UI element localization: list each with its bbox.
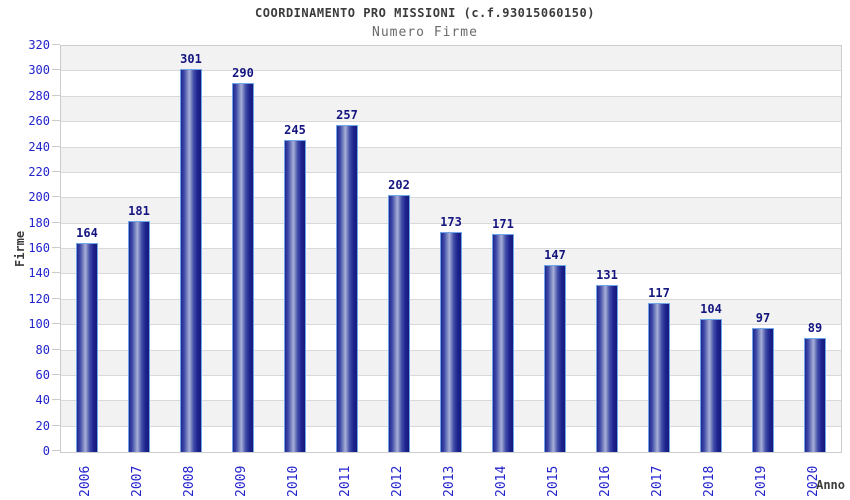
y-tick-mark xyxy=(52,373,60,375)
bar-value-label: 131 xyxy=(596,267,618,282)
y-tick-mark xyxy=(52,297,60,299)
y-tick-mark xyxy=(52,196,60,198)
bar-value-label: 104 xyxy=(700,302,722,317)
y-tick-mark xyxy=(52,399,60,401)
y-tick-label: 240 xyxy=(28,139,50,154)
y-tick-mark xyxy=(52,94,60,96)
y-tick-label: 180 xyxy=(28,215,50,230)
y-tick-mark xyxy=(52,120,60,122)
y-axis-tick-marks xyxy=(52,44,60,451)
y-tick-mark xyxy=(52,247,60,248)
bar-2007 xyxy=(128,221,150,452)
bar-value-label: 164 xyxy=(76,225,98,240)
chart-title: COORDINAMENTO PRO MISSIONI (c.f.93015060… xyxy=(255,6,595,20)
y-tick-mark xyxy=(52,221,60,223)
x-tick-label: 2018 xyxy=(702,465,717,497)
y-axis-ticks: 0 20 40 60 80 100 120 140 160 180 200 220 240 260 280 3… xyxy=(0,38,50,458)
bar-2016 xyxy=(596,284,618,452)
y-tick-label: 0 xyxy=(42,444,50,458)
bar-2008 xyxy=(180,69,202,452)
grid-band xyxy=(61,46,841,72)
grid-band xyxy=(61,172,841,199)
grid-line xyxy=(61,70,841,72)
bar-value-label: 257 xyxy=(336,107,358,122)
x-tick-label: 2017 xyxy=(650,465,665,497)
y-tick-label: 140 xyxy=(28,266,50,281)
y-tick-label: 260 xyxy=(28,114,50,129)
y-tick-label: 220 xyxy=(28,164,50,179)
x-axis-labels: 2006 2007 2008 2009 2010 2011 2012 2013 2014 2015… xyxy=(60,459,842,499)
x-tick-label: 2019 xyxy=(754,465,769,497)
bar-2011 xyxy=(336,124,358,452)
bar-value-label: 301 xyxy=(180,52,202,67)
y-tick-label: 280 xyxy=(28,88,50,103)
x-tick-label: 2008 xyxy=(182,465,197,497)
bar-value-label: 97 xyxy=(755,310,771,325)
x-tick-label: 2015 xyxy=(546,465,561,497)
y-tick-mark xyxy=(52,170,60,172)
y-tick-mark xyxy=(52,323,60,325)
grid-line xyxy=(61,197,841,199)
bar-2015 xyxy=(544,264,566,452)
bar-value-label: 89 xyxy=(807,321,823,336)
bar-2014 xyxy=(492,234,514,452)
bar-value-label: 117 xyxy=(648,285,670,300)
y-tick-mark xyxy=(52,69,60,71)
x-tick-label: 2010 xyxy=(286,465,301,497)
grid-line xyxy=(61,171,841,173)
bar-2017 xyxy=(648,302,670,452)
bar-value-label: 171 xyxy=(492,217,514,232)
y-tick-mark xyxy=(52,145,60,147)
bar-2018 xyxy=(700,319,722,452)
bar-2020 xyxy=(804,338,826,452)
bar-value-label: 245 xyxy=(284,123,306,138)
x-tick-label: 2006 xyxy=(78,465,93,497)
y-tick-label: 100 xyxy=(28,317,50,332)
bar-2006 xyxy=(76,242,98,452)
y-tick-mark xyxy=(52,348,60,350)
y-tick-label: 120 xyxy=(28,291,50,306)
y-tick-label: 40 xyxy=(35,393,50,408)
bar-value-label: 147 xyxy=(544,247,566,262)
bar-value-label: 173 xyxy=(440,214,462,229)
grid-band xyxy=(61,122,841,148)
grid-band xyxy=(61,96,841,123)
bar-2019 xyxy=(752,327,774,452)
x-tick-label: 2013 xyxy=(442,465,457,497)
grid-line xyxy=(61,222,841,224)
x-axis-title: Anno xyxy=(816,478,845,492)
y-tick-mark xyxy=(52,44,60,45)
y-tick-label: 160 xyxy=(28,241,50,255)
grid-band xyxy=(61,71,841,97)
y-tick-label: 80 xyxy=(35,342,50,357)
y-tick-label: 60 xyxy=(35,367,50,382)
y-tick-mark xyxy=(52,450,60,451)
y-tick-label: 20 xyxy=(35,418,50,433)
x-tick-label: 2009 xyxy=(234,465,249,497)
plot-area: 164 181 301 290 245 257 202 173 171 147 131 117 104 9… xyxy=(60,45,842,453)
x-tick-label: 2012 xyxy=(390,465,405,497)
y-tick-mark xyxy=(52,424,60,426)
bar-2010 xyxy=(284,140,306,452)
grid-line xyxy=(61,95,841,97)
y-tick-label: 300 xyxy=(28,63,50,78)
bar-2009 xyxy=(232,83,254,452)
x-tick-label: 2014 xyxy=(494,465,509,497)
bar-2012 xyxy=(388,194,410,452)
bar-2013 xyxy=(440,231,462,452)
x-tick-label: 2007 xyxy=(130,465,145,497)
bar-value-label: 181 xyxy=(128,204,150,219)
grid-line xyxy=(61,146,841,148)
bar-value-label: 202 xyxy=(388,177,410,192)
bar-value-label: 290 xyxy=(232,66,254,81)
x-tick-label: 2011 xyxy=(338,465,353,497)
y-tick-label: 320 xyxy=(28,38,50,52)
grid-band xyxy=(61,147,841,173)
chart-subtitle: Numero Firme xyxy=(372,25,478,40)
y-tick-label: 200 xyxy=(28,190,50,205)
grid-line xyxy=(61,121,841,123)
x-tick-label: 2016 xyxy=(598,465,613,497)
y-tick-mark xyxy=(52,272,60,274)
